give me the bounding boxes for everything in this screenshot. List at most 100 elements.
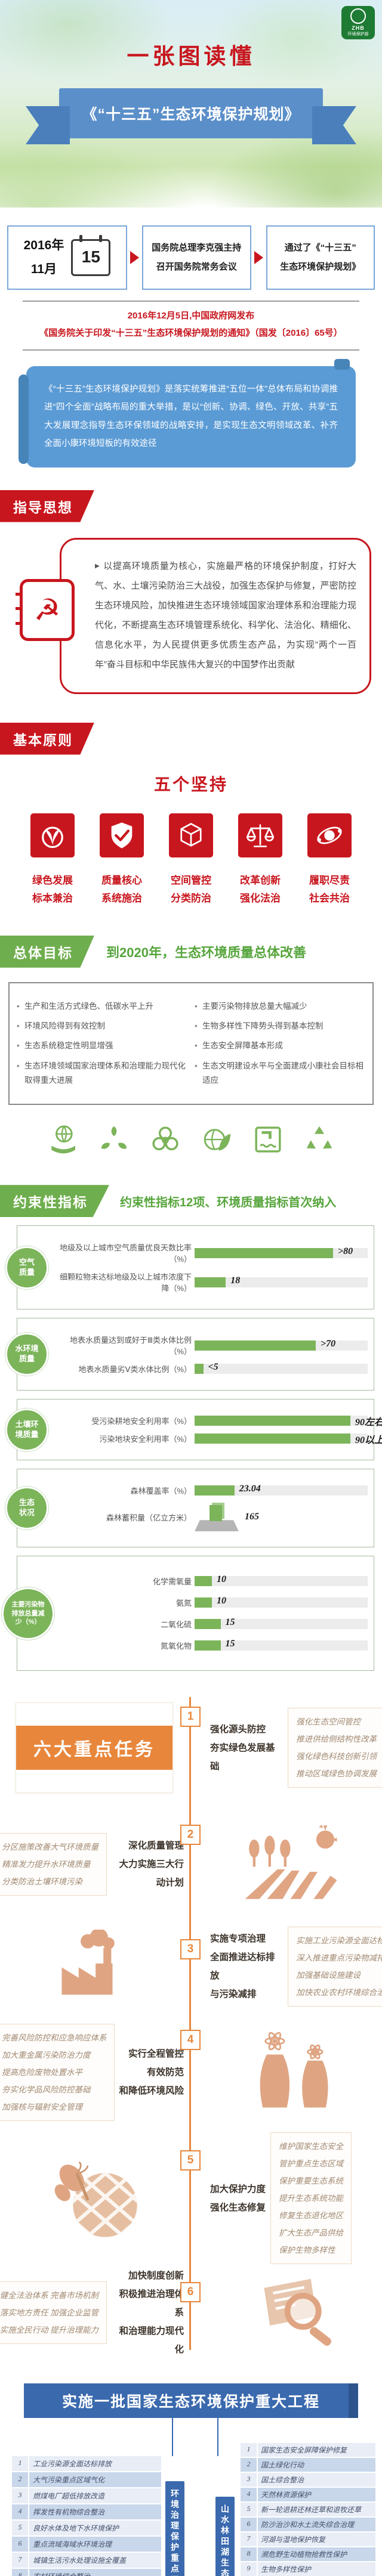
task-list-item: 夯实化学品风险防控基础	[1, 2085, 91, 2094]
globe-hand-icon	[46, 1123, 79, 1159]
indicator-label: 氮氧化物	[160, 1642, 192, 1651]
indicator-value: >80	[338, 1246, 353, 1256]
task-list: 分区施策改善大气环境质量 精准发力提升水环境质量 分类防治土壤环境污染	[0, 1832, 107, 1896]
task-title: 实施专项治理 全面推进达标排放 与污染减排	[210, 1934, 275, 2000]
row-text: 濒危野生动植物抢救性保护	[261, 2550, 347, 2559]
wastewater-icon	[251, 1123, 285, 1159]
table-row: 6 重点流域海域水环境治理	[12, 2537, 161, 2552]
task-list-item: 精准发力提升水环境质量	[2, 1859, 91, 1869]
table-row: 1 工业污染源全面达标排放	[12, 2456, 161, 2472]
row-number: 2	[241, 2458, 258, 2472]
task-list-item: 提高危险废物处置水平	[1, 2067, 82, 2077]
category-badge-water: 水环境 质量	[5, 1333, 48, 1376]
task-list-item: 强化绿色科技创新引领	[296, 1752, 377, 1761]
indicator-group-air: 空气 质量 地级及以上城市空气质量优良天数比率（%） >80 细颗粒物未达标地级及…	[5, 1225, 374, 1310]
logo-zhb-text: ZHB	[352, 25, 365, 31]
row-text: 防沙治沙和水土流失综合治理	[261, 2521, 355, 2529]
indicator-bar-track: 15	[195, 1617, 368, 1630]
table-row: 7 城镇生活污水处理设施全覆盖	[12, 2553, 161, 2568]
guiding-text: 以提高环境质量为核心，实施最严格的环境保护制度，打好大气、水、土壤污染防治三大战…	[95, 561, 356, 670]
task-list-item: 分区施策改善大气环境质量	[2, 1842, 98, 1852]
indicator-value: 90以上	[355, 1435, 382, 1446]
task-row-5: 5 加大保护力度 强化生态修复 维护国家生态安全 管护重点生态区域 保护重要生态系统提…	[0, 2132, 382, 2265]
row-text: 新一轮退耕还林还草和退牧还草	[261, 2506, 362, 2515]
indicator-value: 10	[217, 1596, 226, 1606]
indicator-group-soil: 土壤环 境质量 受污染耕地安全利用率（%） 90左右 污染地块安全利用率（%） 9…	[5, 1399, 382, 1461]
indicator-bar-fill	[195, 1485, 235, 1496]
indicator-label: 森林覆盖率（%）	[130, 1487, 192, 1496]
task-number: 6	[180, 2282, 201, 2303]
task-number: 2	[180, 1825, 201, 1846]
indicator-label: 受污染耕地安全利用率（%）	[91, 1417, 192, 1426]
row-text: 良好水体及地下水环境保护	[33, 2524, 119, 2533]
row-text: 重点流域海域水环境治理	[33, 2540, 112, 2549]
indicator-bar-fill	[195, 1340, 316, 1351]
task-list-item: 加强核与辐射安全管理	[1, 2102, 82, 2111]
date-text: 2016年 11月	[24, 234, 64, 281]
indicator-bar-track: 10	[195, 1574, 368, 1587]
task-row-2: 分区施策改善大气环境质量 精准发力提升水环境质量 分类防治土壤环境污染 深化质量管理…	[0, 1807, 382, 1921]
row-number: 5	[241, 2503, 258, 2517]
release-note-2: 《国务院关于印发“十三五”生态环境保护规划的通知》（国发〔2016〕65号）	[39, 327, 343, 338]
task-list: 强化生态空间管控 推进供给侧结构性改革 强化绿色科技创新引领 推动区域绿色协调发展	[288, 1708, 382, 1788]
task-row-6: 健全法治体系 完善市场机制 落实地方责任 加强企业监管 实施全民行动 提升治理能力 …	[0, 2264, 382, 2361]
row-text: 国家生态安全屏障保护修复	[261, 2446, 347, 2455]
task-title: 实行全程管控 有效防范 和降低环境风险	[119, 2048, 184, 2096]
indicator-row: 地表水质量劣Ⅴ类水体比例（%） <5	[56, 1362, 368, 1374]
indicator-bar-fill	[195, 1640, 221, 1651]
task-list-item: 深入推进重点污染物减排	[296, 1953, 382, 1963]
event-plan-line1: 通过了《“十三五”	[284, 243, 356, 253]
principles-row: 绿色发展 标本兼治 质量核心 系统施治 空间管控 分类防治 改革创新 强化法治	[0, 813, 382, 908]
principle-item: 绿色发展 标本兼治	[29, 813, 76, 908]
indicator-value: 23.04	[239, 1484, 261, 1494]
biohazard-icon	[149, 1123, 182, 1159]
row-number: 4	[241, 2488, 258, 2502]
table-row: 9 生物多样性保护	[241, 2562, 375, 2576]
indicator-bar-fill	[195, 1576, 212, 1587]
indicator-bar-track: >70	[195, 1339, 368, 1351]
tasks-banner-frame: 六大重点任务	[16, 1702, 173, 1794]
principle-label: 绿色发展 标本兼治	[32, 874, 73, 905]
task-list: 实施工业污染源全面达标排放计划深入推进重点污染物减排加强基础设施建设加快农业农村…	[288, 1927, 382, 2007]
row-number: 7	[12, 2553, 29, 2568]
indicator-value: 165	[245, 1512, 259, 1522]
page-title: 一张图读懂	[127, 44, 255, 69]
event-plan-line2: 生态环境保护规划》	[280, 261, 361, 272]
goal-bullet: 生态环境领域国家治理体系和治理能力现代化取得重大进展	[16, 1059, 189, 1088]
goal-statement: 到2020年，生态环境质量总体改善	[106, 945, 306, 960]
six-tasks-section: 六大重点任务 1 强化源头防控 夯实绿色发展基础 强化生态空间管控 推进供给侧结构性…	[0, 1689, 382, 2361]
eco-icons-row	[0, 1122, 382, 1160]
row-text: 燃煤电厂超低排放改造	[33, 2492, 105, 2501]
intro-scroll: 《“十三五”生态环境保护规划》是落实统筹推进“五位一体”总体布局和协调推进“四个…	[19, 358, 356, 467]
task-list-item: 健全法治体系 完善市场机制	[0, 2290, 98, 2300]
table-row: 2 大气污染重点区域气化	[12, 2472, 161, 2488]
category-badge-eco: 生态 状况	[5, 1487, 48, 1530]
goal-bullet: 环境风险得到有效控制	[16, 1019, 189, 1034]
row-text: 工业污染源全面达标排放	[33, 2460, 112, 2469]
projects-section: 实施一批国家生态环境保护重大工程 1 工业污染源全面达标排放 2 大气污染重点区…	[0, 2383, 382, 2576]
scales-icon	[238, 813, 282, 857]
category-badge-pollutants: 主要污染物 排放总量减 少（%）	[2, 1587, 54, 1640]
timeline-line	[189, 1697, 191, 2351]
section-heading-guiding: 指导思想	[0, 490, 94, 522]
indicator-value: 90左右	[355, 1417, 382, 1428]
projects-label-ecology: 山水林田湖生态工程	[215, 2497, 235, 2576]
row-text: 挥发性有机物综合整治	[33, 2508, 105, 2517]
task-row-4: 完善风险防控和应急响应体系 加大重金属污染防治力度 提高危险废物处置水平 夯实化学品风…	[0, 2012, 382, 2132]
task-title: 强化源头防控 夯实绿色发展基础	[210, 1724, 275, 1772]
connector-line	[217, 2418, 218, 2457]
indicator-group-water: 水环境 质量 地表水质量达到或好于Ⅲ类水体比例（%） >70 地表水质量劣Ⅴ类水体…	[5, 1318, 374, 1391]
task-number: 5	[180, 2150, 201, 2171]
task-number: 3	[180, 1939, 201, 1960]
task-list: 健全法治体系 完善市场机制 落实地方责任 加强企业监管 实施全民行动 提升治理能力	[0, 2281, 107, 2344]
task-list-item: 扩大生态产品供给	[279, 2228, 344, 2238]
row-text: 城镇生活污水处理设施全覆盖	[33, 2556, 127, 2565]
projects-banner: 实施一批国家生态环境保护重大工程	[24, 2383, 358, 2419]
indicator-bar-track: 23.04	[195, 1484, 368, 1496]
indicator-label: 地级及以上城市空气质量优良天数比率（%）	[59, 1243, 192, 1264]
goal-box: 生产和生活方式绿色、低碳水平上升 环境风险得到有效控制 生态系统稳定性明显增强 …	[8, 982, 374, 1106]
table-row: 6 防沙治沙和水土流失综合治理	[241, 2518, 375, 2532]
task-list-item: 修复生态退化地区	[279, 2211, 344, 2221]
triangle-bullet-icon: ▶	[95, 562, 100, 569]
